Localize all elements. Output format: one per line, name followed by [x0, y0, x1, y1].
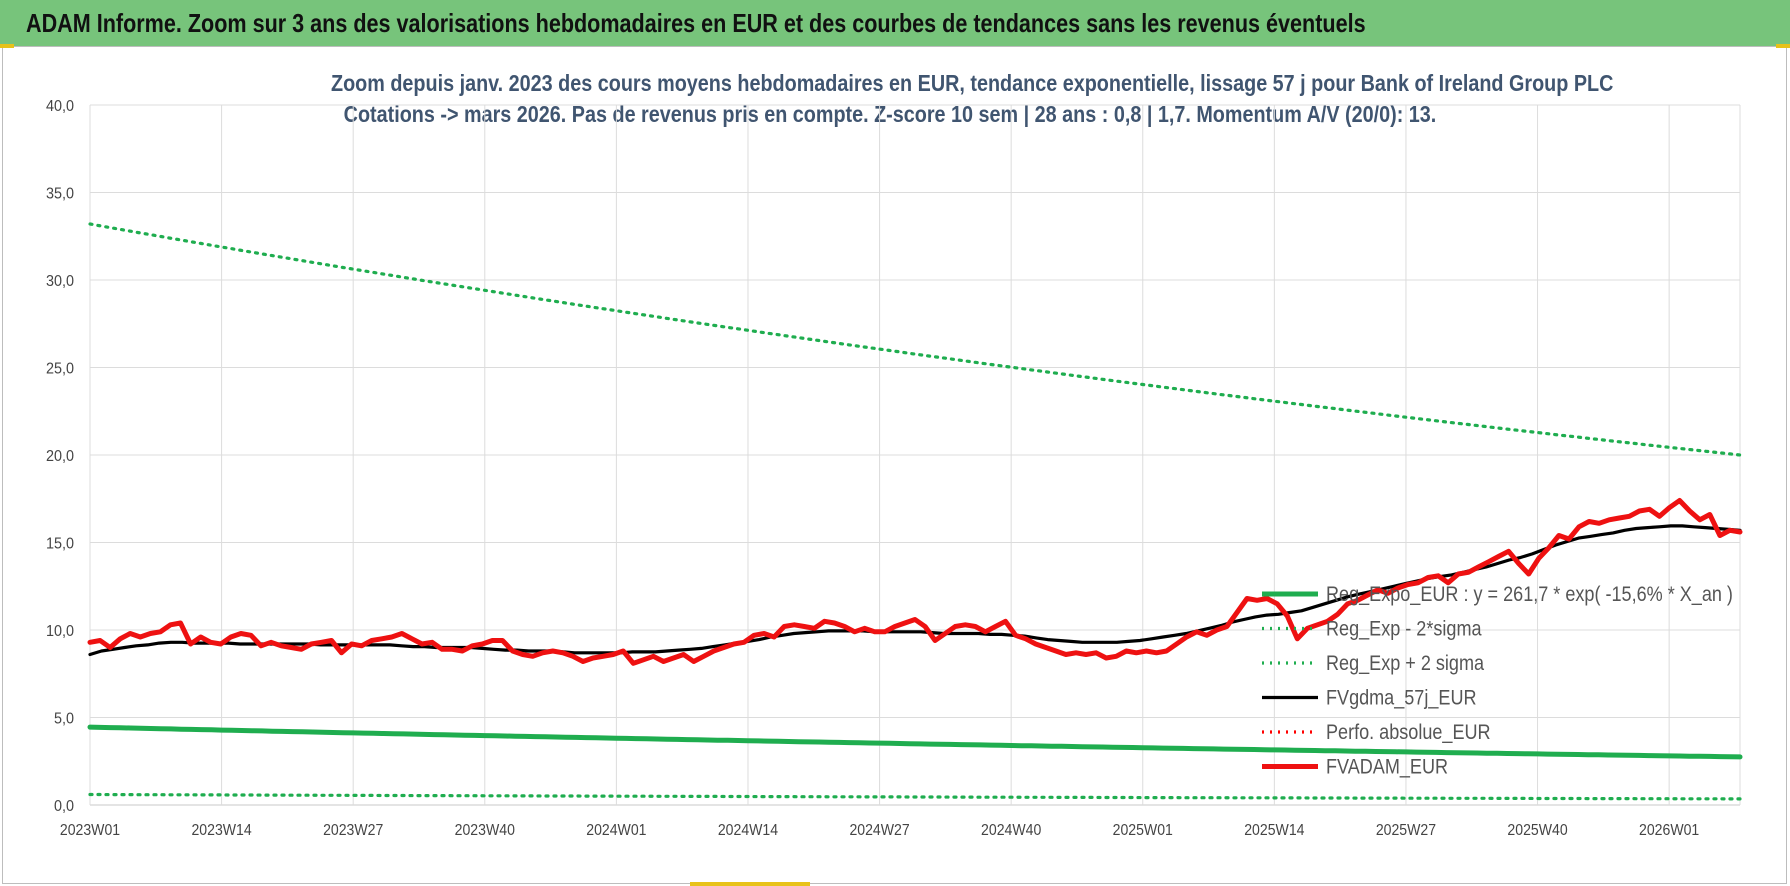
- y-tick-label: 5,0: [54, 710, 74, 728]
- x-tick-label: 2025W01: [1113, 821, 1173, 839]
- x-tick-label: 2024W01: [586, 821, 646, 839]
- x-tick-label: 2025W40: [1507, 821, 1567, 839]
- x-tick-label: 2025W14: [1244, 821, 1304, 839]
- chart-frame: [2, 46, 1787, 884]
- legend-label: Perfo. absolue_EUR: [1326, 721, 1491, 745]
- x-tick-label: 2023W01: [60, 821, 120, 839]
- x-tick-label: 2026W01: [1639, 821, 1699, 839]
- y-tick-label: 10,0: [46, 622, 74, 640]
- legend-label: Reg_Exp + 2 sigma: [1326, 652, 1484, 676]
- corner-marker-right: [1776, 44, 1790, 48]
- x-tick-label: 2023W14: [191, 821, 251, 839]
- legend-label: FVADAM_EUR: [1326, 755, 1448, 779]
- x-tick-label: 2025W27: [1376, 821, 1436, 839]
- report-header: ADAM Informe. Zoom sur 3 ans des valoris…: [0, 0, 1790, 47]
- y-tick-label: 40,0: [46, 97, 74, 115]
- x-tick-label: 2024W40: [981, 821, 1041, 839]
- series-line-1: [88, 792, 1742, 801]
- y-tick-label: 25,0: [46, 360, 74, 378]
- legend-label: Reg_Expo_EUR : y = 261,7 * exp( -15,6% *…: [1326, 583, 1733, 607]
- x-tick-label: 2023W40: [455, 821, 515, 839]
- y-tick-label: 35,0: [46, 185, 74, 203]
- corner-marker-left: [0, 44, 14, 48]
- series-line-2: [88, 222, 1742, 457]
- bottom-marker: [690, 882, 810, 886]
- y-tick-label: 30,0: [46, 272, 74, 290]
- x-tick-label: 2024W27: [849, 821, 909, 839]
- legend-label: Reg_Exp - 2*sigma: [1326, 617, 1482, 641]
- legend-label: FVgdma_57j_EUR: [1326, 686, 1477, 710]
- x-tick-label: 2024W14: [718, 821, 778, 839]
- y-tick-label: 15,0: [46, 535, 74, 553]
- y-tick-label: 20,0: [46, 447, 74, 465]
- series-line-0: [87, 724, 1743, 760]
- x-tick-label: 2023W27: [323, 821, 383, 839]
- series-line-5: [87, 498, 1743, 666]
- chart-title-line-1: Zoom depuis janv. 2023 des cours moyens …: [331, 70, 1614, 96]
- y-tick-label: 0,0: [54, 797, 74, 815]
- report-title: ADAM Informe. Zoom sur 3 ans des valoris…: [26, 8, 1366, 38]
